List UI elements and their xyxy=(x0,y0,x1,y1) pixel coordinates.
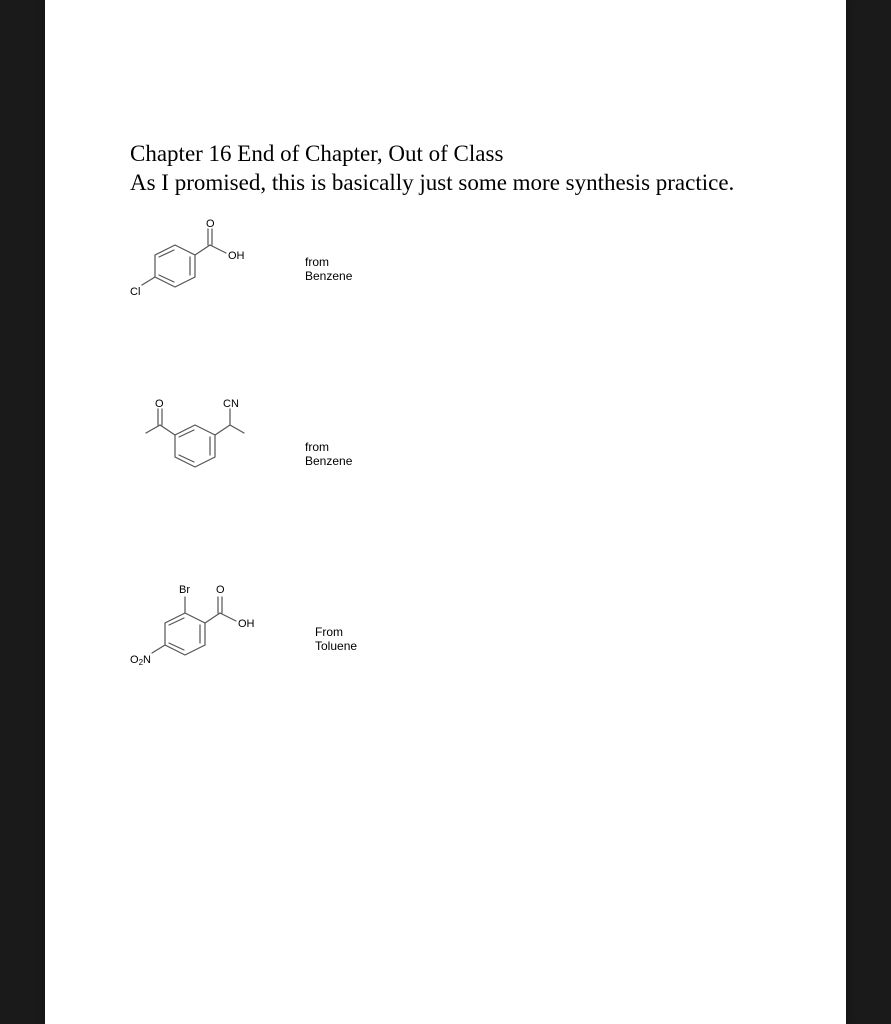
caption-1: from Benzene xyxy=(305,255,352,283)
label-O: O xyxy=(206,218,215,230)
caption-3: From Toluene xyxy=(315,625,357,653)
label-Cl: Cl xyxy=(130,286,140,298)
chapter-subtitle: As I promised, this is basically just so… xyxy=(130,169,770,198)
structure-1: O OH Cl xyxy=(130,215,280,320)
structure-3: Br O OH O2N xyxy=(130,575,290,690)
label-Br: Br xyxy=(179,584,190,596)
caption-2: from Benzene xyxy=(305,440,352,468)
label-CN: CN xyxy=(223,398,239,410)
label-OH: OH xyxy=(228,250,245,262)
label-O-3: O xyxy=(216,584,225,596)
chapter-title: Chapter 16 End of Chapter, Out of Class xyxy=(130,140,770,169)
label-OH-3: OH xyxy=(238,618,255,630)
page-content: Chapter 16 End of Chapter, Out of Class … xyxy=(130,140,770,198)
structure-2: O CN xyxy=(130,395,280,500)
document-page: Chapter 16 End of Chapter, Out of Class … xyxy=(45,0,846,1024)
label-O2N: O2N xyxy=(130,654,151,667)
label-O-2: O xyxy=(155,398,164,410)
